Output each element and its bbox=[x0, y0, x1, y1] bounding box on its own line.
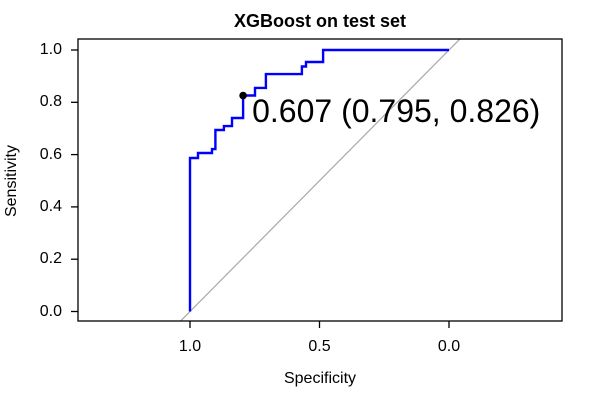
x-tick-label: 0.5 bbox=[308, 338, 331, 355]
y-axis-label: Sensitivity bbox=[3, 144, 20, 218]
y-tick-label: 0.4 bbox=[39, 197, 62, 215]
plot-title: XGBoost on test set bbox=[233, 11, 407, 31]
threshold-point bbox=[239, 91, 247, 100]
y-tick-label: 1.0 bbox=[39, 41, 62, 58]
x-tick-label: 1.0 bbox=[178, 338, 202, 355]
y-tick-label: 0.2 bbox=[39, 250, 62, 268]
x-tick-label: 0.0 bbox=[437, 338, 461, 355]
y-tick-label: 0.6 bbox=[39, 145, 62, 163]
y-tick-label: 0.8 bbox=[39, 93, 62, 111]
roc-curve-line bbox=[188, 48, 449, 312]
x-axis-label: Specificity bbox=[283, 370, 357, 387]
identity-line bbox=[180, 38, 461, 322]
threshold-annotation: 0.607 (0.795, 0.826) bbox=[252, 93, 541, 129]
y-tick-label: 0.0 bbox=[39, 302, 62, 320]
